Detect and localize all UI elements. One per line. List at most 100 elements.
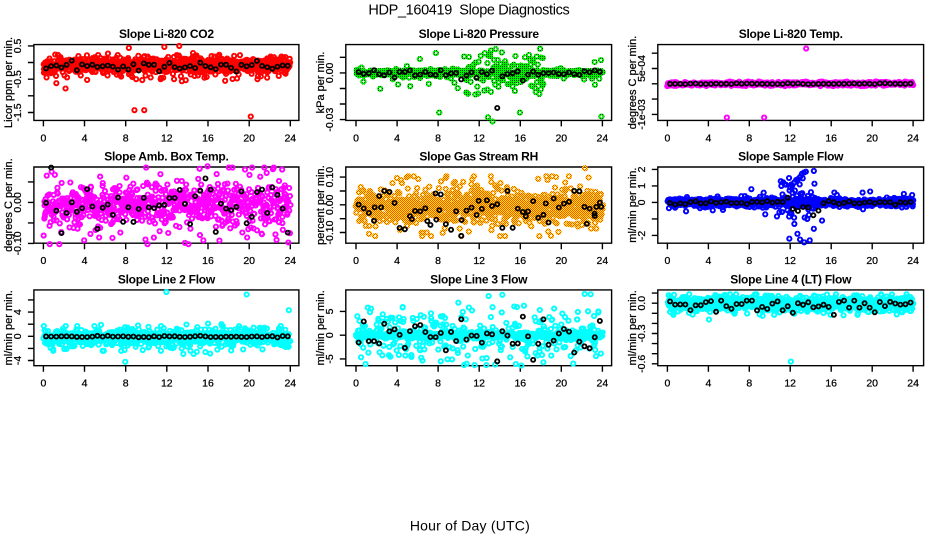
svg-text:24: 24: [597, 132, 609, 144]
svg-text:Slope Line 3 Flow: Slope Line 3 Flow: [430, 272, 528, 286]
svg-text:20: 20: [866, 132, 878, 144]
svg-text:24: 24: [284, 378, 296, 390]
svg-text:12: 12: [161, 132, 173, 144]
svg-text:16: 16: [825, 255, 837, 267]
svg-text:16: 16: [202, 255, 214, 267]
svg-text:Slope Line 2 Flow: Slope Line 2 Flow: [118, 272, 216, 286]
svg-text:16: 16: [514, 255, 526, 267]
svg-text:12: 12: [473, 132, 485, 144]
svg-text:2: 2: [636, 166, 648, 172]
svg-text:16: 16: [202, 378, 214, 390]
svg-text:ml/min per min.: ml/min per min.: [627, 168, 639, 243]
svg-text:-5: -5: [324, 354, 336, 363]
svg-text:0: 0: [353, 378, 359, 390]
svg-text:0: 0: [40, 378, 46, 390]
svg-text:Slope Gas Stream RH: Slope Gas Stream RH: [419, 149, 538, 163]
svg-text:8: 8: [435, 255, 441, 267]
svg-text:5: 5: [324, 308, 336, 314]
svg-text:0: 0: [664, 132, 670, 144]
svg-text:-0.10: -0.10: [324, 220, 336, 244]
svg-text:16: 16: [514, 132, 526, 144]
svg-text:Slope Li-820 CO2: Slope Li-820 CO2: [119, 27, 214, 41]
svg-text:Hour of Day (UTC): Hour of Day (UTC): [410, 517, 530, 533]
svg-text:24: 24: [907, 132, 919, 144]
svg-text:0: 0: [664, 378, 670, 390]
svg-text:12: 12: [784, 132, 796, 144]
svg-text:8: 8: [123, 255, 129, 267]
svg-text:4: 4: [12, 309, 24, 315]
svg-text:Slope Sample Flow: Slope Sample Flow: [738, 149, 844, 163]
svg-text:12: 12: [161, 378, 173, 390]
svg-text:Licor ppm per min.: Licor ppm per min.: [3, 37, 15, 128]
svg-text:5e-04: 5e-04: [636, 55, 648, 82]
svg-text:0.00: 0.00: [324, 63, 336, 84]
svg-text:20: 20: [243, 255, 255, 267]
svg-text:12: 12: [473, 255, 485, 267]
svg-text:Slope Li-820 Temp.: Slope Li-820 Temp.: [739, 27, 843, 41]
svg-text:-2: -2: [636, 231, 648, 240]
svg-text:4: 4: [82, 255, 88, 267]
svg-text:8: 8: [435, 378, 441, 390]
svg-text:percent per min.: percent per min.: [315, 165, 327, 244]
svg-text:24: 24: [597, 378, 609, 390]
svg-text:Slope Li-820 Pressure: Slope Li-820 Pressure: [419, 27, 540, 41]
svg-text:20: 20: [866, 255, 878, 267]
svg-text:24: 24: [907, 378, 919, 390]
svg-text:8: 8: [746, 132, 752, 144]
svg-text:-0.03: -0.03: [324, 107, 336, 131]
svg-text:20: 20: [555, 255, 567, 267]
svg-text:0: 0: [664, 255, 670, 267]
svg-text:12: 12: [784, 378, 796, 390]
svg-text:degrees C per min.: degrees C per min.: [627, 36, 639, 130]
svg-text:16: 16: [514, 378, 526, 390]
svg-text:0: 0: [324, 332, 336, 338]
svg-text:16: 16: [202, 132, 214, 144]
svg-text:24: 24: [284, 132, 296, 144]
svg-text:20: 20: [866, 378, 878, 390]
svg-text:Slope Amb. Box Temp.: Slope Amb. Box Temp.: [104, 149, 228, 163]
svg-text:24: 24: [284, 255, 296, 267]
svg-text:1: 1: [636, 183, 648, 189]
svg-text:0.0: 0.0: [636, 296, 648, 311]
svg-text:16: 16: [825, 132, 837, 144]
svg-text:0: 0: [636, 199, 648, 205]
svg-text:4: 4: [394, 378, 400, 390]
svg-text:0: 0: [40, 132, 46, 144]
svg-text:8: 8: [746, 255, 752, 267]
svg-text:4: 4: [82, 132, 88, 144]
svg-text:-0.10: -0.10: [12, 231, 24, 255]
svg-text:12: 12: [784, 255, 796, 267]
svg-text:20: 20: [555, 132, 567, 144]
svg-text:0: 0: [353, 255, 359, 267]
svg-text:4: 4: [394, 132, 400, 144]
svg-text:0.00: 0.00: [324, 194, 336, 215]
svg-text:kPa per min.: kPa per min.: [315, 52, 327, 114]
svg-text:24: 24: [907, 255, 919, 267]
svg-text:4: 4: [394, 255, 400, 267]
svg-text:12: 12: [473, 378, 485, 390]
svg-text:8: 8: [123, 132, 129, 144]
svg-text:4: 4: [705, 378, 711, 390]
svg-text:0: 0: [40, 255, 46, 267]
svg-text:-0.6: -0.6: [636, 355, 648, 373]
svg-text:16: 16: [825, 378, 837, 390]
svg-text:0.5: 0.5: [12, 38, 24, 53]
svg-text:ml/min per min.: ml/min per min.: [627, 290, 639, 365]
svg-text:degrees C per min.: degrees C per min.: [3, 158, 15, 252]
svg-text:ml/min per min.: ml/min per min.: [315, 290, 327, 365]
svg-text:8: 8: [123, 378, 129, 390]
svg-text:ml/min per min.: ml/min per min.: [3, 290, 15, 365]
svg-text:0.10: 0.10: [324, 167, 336, 188]
svg-text:12: 12: [161, 255, 173, 267]
svg-text:HDP_160419 Slope Diagnostics: HDP_160419 Slope Diagnostics: [368, 3, 569, 19]
svg-text:Slope Line 4 (LT) Flow: Slope Line 4 (LT) Flow: [730, 272, 852, 286]
svg-text:0.00: 0.00: [12, 192, 24, 213]
svg-text:4: 4: [82, 378, 88, 390]
svg-text:4: 4: [705, 255, 711, 267]
svg-text:8: 8: [435, 132, 441, 144]
svg-text:24: 24: [597, 255, 609, 267]
svg-text:-4: -4: [12, 356, 24, 365]
svg-text:-0.5: -0.5: [12, 70, 24, 88]
svg-text:0: 0: [12, 333, 24, 339]
svg-text:8: 8: [746, 378, 752, 390]
